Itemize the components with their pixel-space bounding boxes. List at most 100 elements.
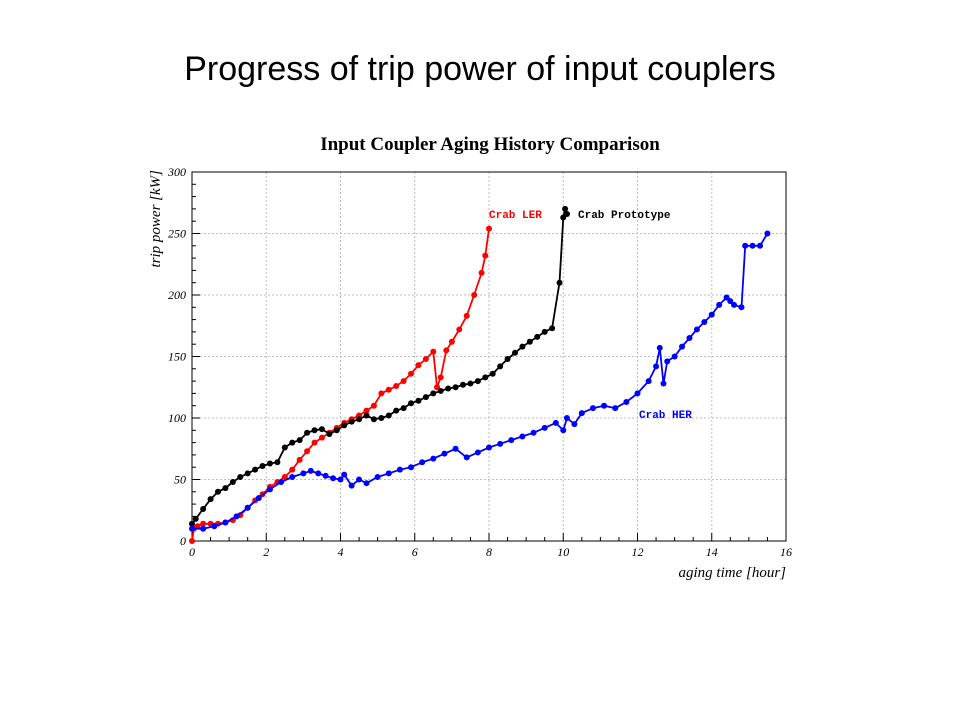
data-point: [337, 476, 344, 483]
y-tick-label: 50: [174, 473, 186, 487]
data-point: [289, 466, 296, 473]
data-point: [244, 470, 251, 477]
data-point: [430, 348, 437, 355]
series-label: Crab HER: [639, 410, 692, 422]
data-point: [281, 444, 288, 451]
series-label: Crab LER: [489, 210, 542, 222]
x-tick-label: 2: [263, 545, 269, 559]
data-point: [200, 525, 207, 532]
data-point: [222, 485, 229, 492]
data-point: [434, 384, 441, 391]
data-point: [363, 480, 370, 487]
data-point: [478, 269, 485, 276]
series-group: [189, 230, 771, 532]
data-point: [623, 399, 630, 406]
y-tick-label: 250: [168, 227, 186, 241]
data-point: [296, 456, 303, 463]
data-point: [378, 390, 385, 397]
data-point: [634, 390, 641, 397]
data-point: [222, 519, 229, 526]
x-tick-label: 6: [412, 545, 418, 559]
data-point: [738, 304, 745, 311]
data-point: [571, 421, 578, 428]
data-point: [716, 301, 723, 308]
data-point: [396, 466, 403, 473]
data-point: [660, 380, 667, 387]
data-point: [274, 459, 281, 466]
data-point: [552, 419, 559, 426]
data-point: [189, 525, 195, 532]
data-point: [214, 488, 221, 495]
data-point: [534, 333, 541, 340]
data-point: [463, 312, 470, 319]
data-point: [307, 467, 314, 474]
data-point: [200, 520, 207, 527]
data-point: [589, 405, 596, 412]
data-point: [482, 374, 489, 381]
data-point: [562, 205, 569, 212]
data-point: [330, 475, 337, 482]
data-point: [400, 378, 407, 385]
data-point: [385, 412, 392, 419]
data-point: [400, 405, 407, 412]
data-point: [578, 410, 585, 417]
data-point: [530, 429, 537, 436]
data-point: [441, 450, 448, 457]
data-point: [289, 474, 296, 481]
data-point: [207, 496, 214, 503]
data-point: [363, 412, 370, 419]
data-point: [556, 279, 563, 286]
data-point: [233, 513, 240, 520]
data-point: [656, 344, 663, 351]
data-point: [486, 444, 492, 451]
data-point: [378, 415, 385, 421]
data-point: [408, 464, 415, 471]
data-point: [693, 326, 700, 333]
data-point: [742, 242, 749, 249]
data-point: [348, 418, 355, 425]
data-point: [266, 460, 273, 467]
y-axis-label: trip power [kW]: [148, 170, 164, 268]
series-labels: Crab LER Crab Prototype Crab HER: [489, 210, 692, 422]
series-label: Crab Prototype: [578, 210, 671, 222]
series-layer: [189, 205, 771, 544]
data-point: [300, 470, 307, 477]
data-point: [467, 380, 474, 387]
data-point: [189, 520, 195, 527]
data-point: [318, 434, 325, 441]
data-point: [519, 433, 526, 440]
y-tick-label: 150: [168, 350, 186, 364]
data-point: [259, 462, 266, 469]
x-tick-label: 8: [486, 545, 492, 559]
data-point: [341, 471, 348, 478]
data-point: [452, 384, 459, 391]
data-point: [497, 440, 504, 447]
data-point: [437, 387, 444, 394]
data-point: [452, 445, 459, 452]
series-group: [189, 205, 569, 527]
data-point: [318, 426, 325, 433]
x-tick-label: 12: [632, 545, 644, 559]
data-point: [194, 523, 201, 530]
data-point: [526, 338, 533, 345]
data-point: [519, 343, 526, 350]
slide-title: Progress of trip power of input couplers: [184, 50, 776, 88]
data-point: [511, 349, 518, 356]
data-point: [504, 355, 511, 362]
data-point: [348, 482, 355, 489]
data-point: [497, 363, 504, 370]
data-point: [315, 470, 322, 477]
data-point: [474, 449, 481, 456]
data-point: [679, 343, 686, 350]
data-point: [549, 325, 556, 332]
data-point: [304, 448, 311, 455]
data-point: [333, 427, 340, 434]
chart-title: Input Coupler Aging History Comparison: [320, 134, 660, 155]
data-point: [560, 427, 567, 434]
data-point: [415, 397, 422, 404]
data-point: [419, 459, 426, 466]
data-point: [229, 478, 236, 485]
data-point: [486, 225, 492, 232]
data-point: [192, 515, 199, 522]
